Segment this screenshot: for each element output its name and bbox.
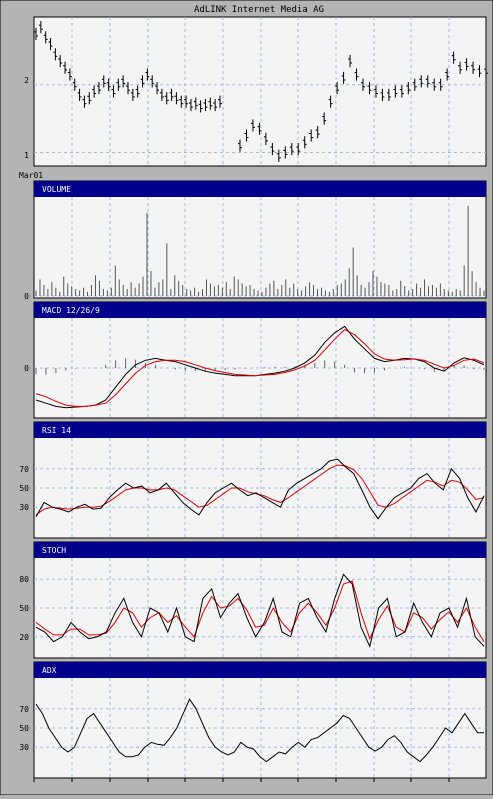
- price-panel: [33, 16, 487, 167]
- panel-header: [34, 662, 486, 678]
- panel-header: [34, 422, 486, 438]
- panel-frame: [33, 421, 487, 539]
- price-tick-label: 1: [24, 151, 29, 160]
- stoch-k-line: [35, 573, 485, 648]
- y-tick-label: 70: [19, 465, 29, 474]
- panel-title: RSI 14: [42, 426, 71, 435]
- panel-macd: MACD 12/26/9 0: [24, 301, 487, 419]
- panel-header: [34, 302, 486, 318]
- y-tick-label: 20: [19, 633, 29, 642]
- y-tick-label: 70: [19, 705, 29, 714]
- panel-stoch: STOCH 80 50 20: [19, 541, 487, 659]
- panel-title: STOCH: [42, 546, 66, 555]
- panel-title: ADX: [42, 666, 57, 675]
- macd-signal-line: [35, 328, 485, 407]
- y-tick-label: 30: [19, 743, 29, 752]
- y-tick-label: 50: [19, 724, 29, 733]
- panel-header: [34, 542, 486, 558]
- panel-vol: VOLUME 0: [24, 180, 487, 301]
- y-tick-label: 50: [19, 484, 29, 493]
- panel-frame: [33, 180, 487, 299]
- rsi-line: [35, 458, 485, 520]
- panel-frame: [33, 541, 487, 659]
- panel-title: VOLUME: [42, 185, 71, 194]
- adx-line: [35, 698, 484, 763]
- stoch-d-line: [35, 580, 485, 642]
- y-tick-label: 0: [24, 292, 29, 301]
- chart-title: AdLINK Internet Media AG: [194, 5, 324, 15]
- panel-adx: ADX 70 50 30: [19, 661, 487, 779]
- y-tick-label: 50: [19, 604, 29, 613]
- panel-title: MACD 12/26/9: [42, 306, 100, 315]
- price-bars: [34, 21, 488, 162]
- panel-header: [34, 181, 486, 197]
- price-tick-label: 2: [24, 76, 29, 85]
- panel-rsi: RSI 14 70 50 30: [19, 421, 487, 539]
- y-tick-label: 30: [19, 503, 29, 512]
- indicator-panels: VOLUME 0 MACD 12/26/9 0 RSI 14 70 50 30 STOCH 80 5…: [19, 180, 487, 782]
- y-tick-label: 0: [24, 364, 29, 373]
- x-tick-label: Mar01: [19, 171, 43, 180]
- y-tick-label: 80: [19, 575, 29, 584]
- price-grid: [34, 17, 486, 166]
